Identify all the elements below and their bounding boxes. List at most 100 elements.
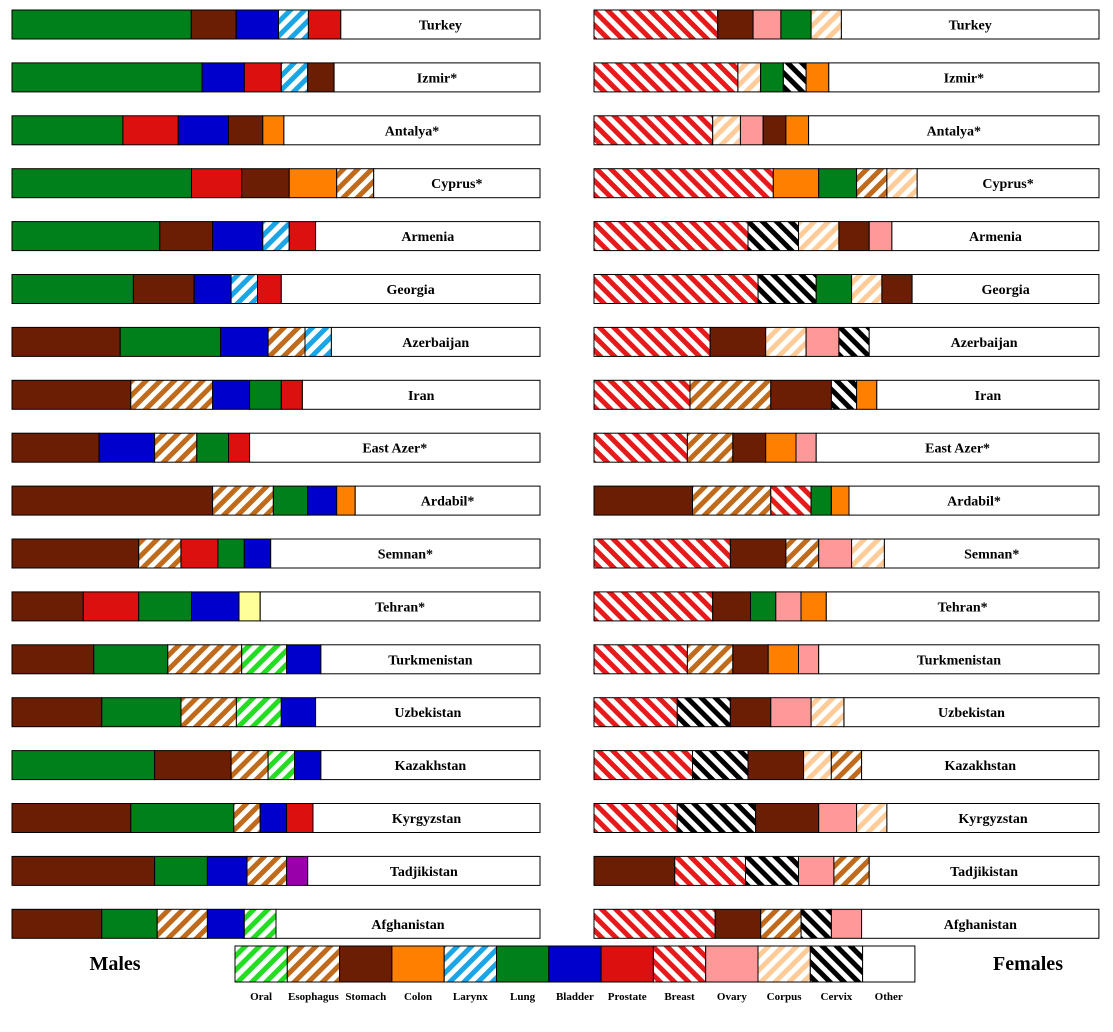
legend-swatch-colon [391, 945, 445, 983]
male-row: Tehran* [11, 591, 541, 622]
legend-label-larynx: Larynx [453, 991, 488, 1003]
male-bar-segment-bladder [193, 274, 232, 304]
male-bar-segment-prostate [243, 62, 282, 93]
male-bar-segment-other [340, 9, 541, 40]
female-bar-segment-breast [593, 379, 691, 410]
male-row-label: Kazakhstan [395, 759, 467, 774]
female-bar-segment-lung [818, 168, 858, 199]
male-row: Cyprus* [11, 168, 541, 199]
legend-swatch-corpus [757, 945, 811, 983]
female-bar-segment-breast [593, 168, 774, 199]
female-bar-segment-esophagus [856, 168, 888, 199]
male-bar-segment-lung [130, 803, 235, 833]
male-bar-segment-lung [93, 644, 169, 675]
female-bar-segment-breast [593, 538, 731, 569]
female-bar-segment-stomach [762, 115, 787, 146]
female-bar-segment-cervix [676, 697, 731, 728]
female-bar-segment-colon [772, 168, 820, 199]
male-bar-segment-colon [288, 168, 338, 199]
male-row: Afghanistan [11, 908, 541, 939]
male-bar-segment-stomach [11, 326, 121, 357]
female-bar-segment-esophagus [689, 379, 772, 410]
female-bar-segment-breast [593, 9, 719, 40]
male-bar-segment-oral [241, 644, 288, 675]
female-bar-segment-corpus [810, 9, 842, 40]
male-bar-segment-lung [119, 326, 221, 357]
female-bar-segment-corpus [856, 803, 888, 833]
female-row: Turkmenistan [593, 644, 1100, 675]
male-bar-segment-stomach [11, 855, 156, 886]
female-bar-segment-breast [593, 803, 678, 833]
male-row: Azerbaijan [11, 326, 541, 357]
male-bar-segment-other [312, 803, 541, 833]
female-bar-segment-stomach [593, 855, 676, 886]
legend-label-ovary: Ovary [717, 991, 747, 1003]
male-bar-segment-esophagus [336, 168, 375, 199]
female-bar-segment-other [840, 9, 1100, 40]
female-bar-segment-corpus [803, 750, 832, 781]
male-bar-segment-stomach [154, 750, 232, 781]
male-row: Uzbekistan [11, 697, 541, 728]
female-row-label: Tehran* [938, 600, 988, 615]
male-bar-segment-lung [138, 591, 192, 622]
male-row: Turkey [11, 9, 541, 40]
male-bar-segment-other [249, 432, 541, 463]
female-bar-segment-other [808, 115, 1100, 146]
male-row-label: Armenia [401, 230, 454, 245]
female-row-label: Afghanistan [944, 918, 1017, 933]
male-bar-segment-lung [217, 538, 245, 569]
female-bar-segment-other [848, 485, 1100, 516]
females-panel: Turkey Izmir* Antalya* Cyprus* Armenia Georgi… [593, 9, 1100, 939]
female-bar-segment-lung [780, 9, 812, 40]
male-bar-segment-other [315, 221, 541, 252]
male-bar-segment-esophagus [212, 485, 274, 516]
male-bar-segment-colon [262, 115, 285, 146]
female-bar-segment-cervix [747, 221, 799, 252]
male-bar-segment-bladder [191, 591, 240, 622]
male-bar-segment-prostate [286, 803, 314, 833]
female-row-label: Tadjikistan [950, 865, 1018, 880]
female-row: Armenia [593, 221, 1100, 252]
male-bar-segment-other [275, 908, 541, 939]
male-bar-segment-prostate [257, 274, 282, 304]
male-bar-segment-other [280, 274, 541, 304]
female-bar-segment-lung [810, 485, 832, 516]
female-row: Cyprus* [593, 168, 1100, 199]
male-bar-segment-esophagus [230, 750, 269, 781]
male-row: Armenia [11, 221, 541, 252]
male-bar-segment-bladder [286, 644, 322, 675]
female-bar-segment-corpus [886, 168, 918, 199]
male-bar-segment-other [315, 697, 541, 728]
male-row-label: Turkmenistan [388, 653, 473, 668]
female-bar-segment-ovary [770, 697, 812, 728]
male-bar-segment-other [330, 326, 541, 357]
male-bar-segment-other [270, 538, 541, 569]
legend-label-stomach: Stomach [345, 991, 386, 1003]
female-bar-segment-other [828, 62, 1100, 93]
legend-swatch-other [862, 945, 916, 983]
male-bar-segment-stomach [11, 644, 95, 675]
male-bar-segment-lung [11, 9, 192, 40]
male-row: Kazakhstan [11, 750, 541, 781]
male-bar-segment-prostate [191, 168, 243, 199]
female-row-label: Turkey [949, 19, 992, 34]
legend-label-cervix: Cervix [821, 991, 853, 1003]
female-bar-segment-stomach [881, 274, 913, 304]
male-bar-segment-bladder [280, 697, 317, 728]
female-row-label: Kazakhstan [945, 759, 1017, 774]
male-bar-segment-bladder [307, 485, 338, 516]
male-bar-segment-other [333, 62, 541, 93]
female-row: Izmir* [593, 62, 1100, 93]
male-row-label: Georgia [386, 283, 434, 298]
female-bar-segment-stomach [755, 803, 820, 833]
male-bar-segment-esophagus [138, 538, 182, 569]
male-row-label: Turkey [419, 19, 462, 34]
female-bar-segment-cervix [676, 803, 757, 833]
female-bar-segment-ovary [775, 591, 802, 622]
male-bar-segment-other [320, 750, 541, 781]
male-bar-segment-bladder [212, 379, 251, 410]
males-panel: Turkey Izmir* Antalya* Cyprus* Armenia Georgi… [11, 9, 541, 939]
male-bar-segment-colon [336, 485, 356, 516]
female-bar-segment-colon [800, 591, 827, 622]
female-row: Tehran* [593, 591, 1100, 622]
